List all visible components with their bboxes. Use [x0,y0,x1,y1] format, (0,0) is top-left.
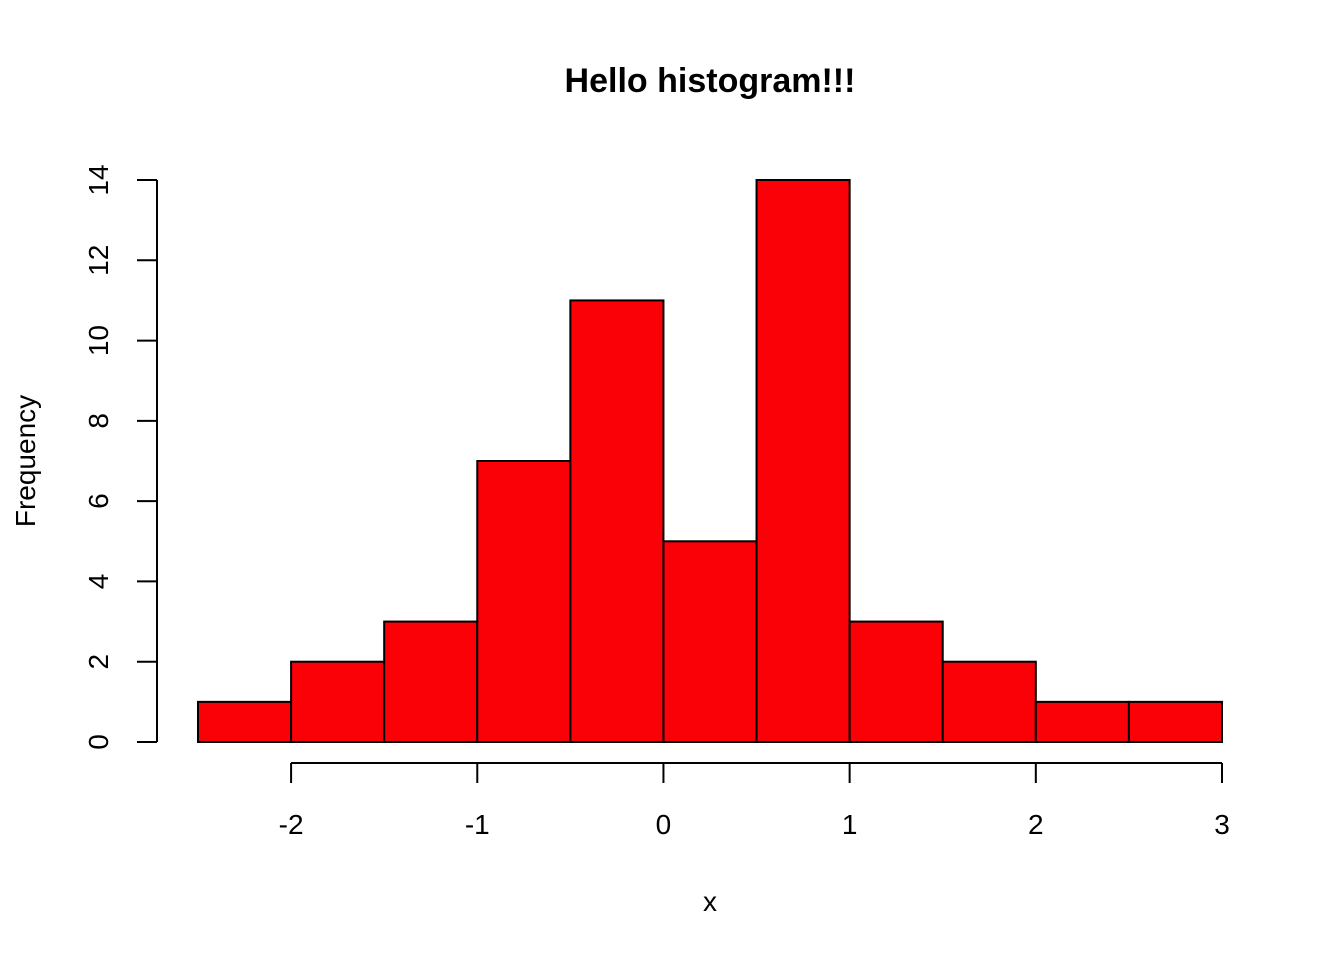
x-tick-label-0: -2 [279,809,304,840]
y-tick-label-3: 6 [83,493,114,509]
histogram-bar-5 [662,540,758,743]
chart-title: Hello histogram!!! [565,62,856,100]
histogram-bar-8 [941,660,1037,744]
y-tick-label-2: 4 [83,574,114,590]
x-axis-label: x [703,886,717,917]
histogram-bar-6 [755,179,851,743]
x-tick-label-2: 0 [656,809,672,840]
histogram-bar-4 [569,299,665,743]
y-tick-label-1: 2 [83,654,114,670]
x-tick-label-5: 3 [1214,809,1230,840]
x-tick-label-1: -1 [465,809,490,840]
histogram-bar-3 [476,460,572,743]
histogram-bar-2 [383,620,479,743]
y-axis: 0 2 4 6 8 10 12 14 [83,164,158,750]
y-axis-label: Frequency [10,395,41,527]
histogram-bar-7 [848,620,944,743]
bars-group [197,179,1223,744]
y-tick-label-4: 8 [83,413,114,429]
x-tick-label-3: 1 [842,809,858,840]
y-tick-label-6: 12 [83,245,114,276]
histogram-bar-0 [197,700,293,743]
histogram-bar-1 [290,660,386,744]
y-tick-label-7: 14 [83,164,114,195]
histogram-bar-10 [1127,700,1223,743]
histogram-bar-9 [1034,700,1130,743]
y-tick-label-5: 10 [83,325,114,356]
y-tick-label-0: 0 [83,734,114,750]
x-axis: -2 -1 0 1 2 3 [279,762,1230,840]
x-tick-label-4: 2 [1028,809,1044,840]
